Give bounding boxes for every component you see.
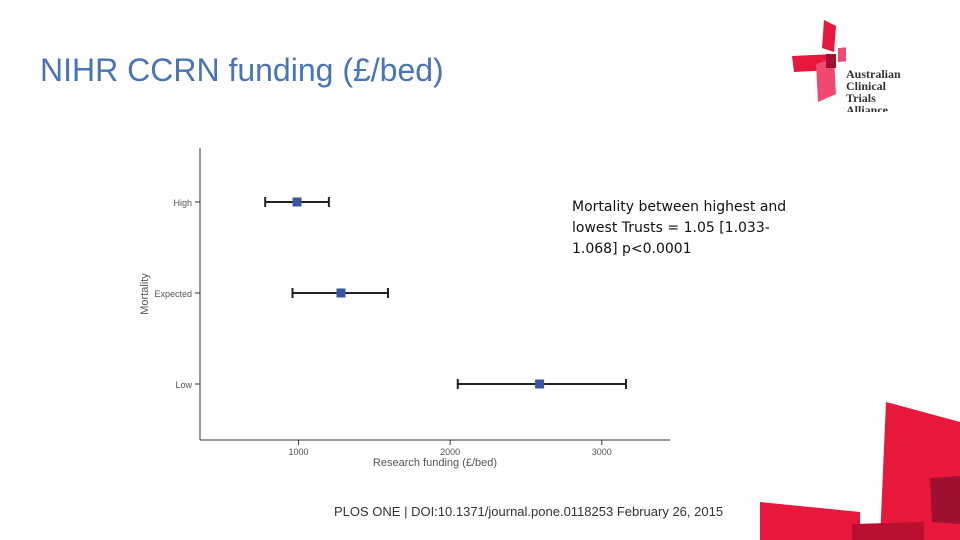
- data-point: [292, 197, 302, 207]
- y-tick-label: Low: [175, 380, 192, 390]
- logo-line: Clinical: [846, 79, 887, 93]
- x-tick-label: 3000: [592, 447, 612, 457]
- slide-title: NIHR CCRN funding (£/bed): [40, 52, 444, 88]
- logo-line: Trials: [846, 91, 876, 105]
- data-point: [535, 379, 545, 389]
- funding-mortality-chart: High Expected Low 1000 2000 3000 Research fu…: [139, 148, 670, 469]
- cross-logo-icon: [792, 20, 846, 102]
- logo-line: Australian: [846, 68, 901, 81]
- y-tick-label: High: [173, 198, 192, 208]
- corner-decoration: [760, 402, 960, 540]
- acta-logo: Australian Clinical Trials Alliance: [790, 18, 930, 114]
- x-axis-label: Research funding (£/bed): [373, 457, 497, 469]
- logo-line: Alliance: [846, 103, 888, 112]
- data-point: [336, 288, 346, 298]
- logo-wordmark: Australian Clinical Trials Alliance: [846, 68, 930, 112]
- mortality-annotation: Mortality between highest and lowest Tru…: [572, 199, 787, 257]
- x-tick-label: 2000: [440, 447, 460, 457]
- x-tick-label: 1000: [289, 447, 309, 457]
- y-tick-label: Expected: [154, 289, 192, 299]
- y-axis-label: Mortality: [139, 273, 151, 315]
- citation-footer: PLOS ONE | DOI:10.1371/journal.pone.0118…: [334, 504, 724, 519]
